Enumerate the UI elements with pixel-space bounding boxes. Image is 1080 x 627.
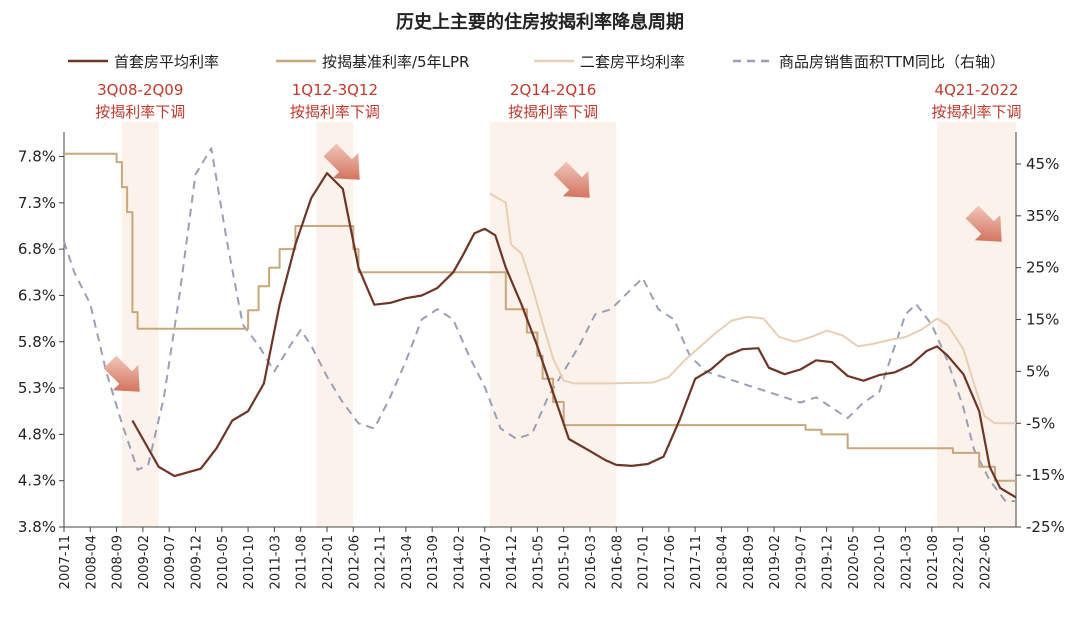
legend-label-first-home: 首套房平均利率 (114, 53, 219, 71)
legend-label-benchmark: 按揭基准利率/5年LPR (322, 53, 469, 71)
cycle-band (121, 122, 159, 527)
x-tick-label: 2015-10 (558, 535, 573, 589)
cycle-arrows (103, 143, 1002, 392)
y-left-tick-label: 6.3% (18, 286, 56, 304)
down-arrow-icon (965, 205, 1002, 242)
y-left-tick-label: 6.8% (18, 240, 56, 258)
x-tick-label: 2016-03 (584, 535, 599, 589)
y-right-tick-label: 5% (1026, 362, 1050, 380)
x-tick-label: 2018-04 (715, 535, 730, 589)
x-tick-label: 2012-11 (374, 535, 389, 589)
cycle-note-label: 按揭利率下调 (508, 103, 598, 121)
y-right-tick-label: 35% (1026, 207, 1059, 225)
cycle-band (937, 122, 1016, 527)
cycle-period-label: 3Q08-2Q09 (97, 81, 183, 99)
cycle-note-label: 按揭利率下调 (932, 103, 1022, 121)
x-tick-label: 2014-07 (479, 535, 494, 589)
y-left-tick-label: 4.8% (18, 425, 56, 443)
cycle-bands (121, 122, 1016, 527)
x-tick-label: 2014-02 (452, 535, 467, 589)
y-right-tick-label: -5% (1026, 414, 1055, 432)
x-tick-label: 2021-08 (926, 535, 941, 589)
x-tick-label: 2020-05 (847, 535, 862, 589)
x-tick-label: 2007-11 (58, 535, 73, 589)
legend-label-sales-yoy: 商品房销售面积TTM同比（右轴） (779, 53, 1005, 71)
y-left-tick-label: 5.3% (18, 379, 56, 397)
cycle-note-label: 按揭利率下调 (95, 103, 185, 121)
x-tick-label: 2009-02 (137, 535, 152, 589)
cycle-band (316, 122, 354, 527)
x-tick-label: 2013-09 (426, 535, 441, 589)
x-tick-label: 2019-07 (794, 535, 809, 589)
cycle-period-label: 4Q21-2022 (935, 81, 1019, 99)
x-tick-label: 2009-12 (189, 535, 204, 589)
x-tick-label: 2020-10 (873, 535, 888, 589)
x-tick-label: 2013-04 (400, 535, 415, 589)
x-tick-label: 2014-12 (505, 535, 520, 589)
y-left-tick-label: 3.8% (18, 518, 56, 536)
legend-item-sales-yoy: 商品房销售面积TTM同比（右轴） (733, 53, 1005, 71)
y-right-tick-label: 25% (1026, 259, 1059, 277)
x-tick-label: 2021-03 (900, 535, 915, 589)
down-arrow-icon (323, 143, 360, 180)
x-tick-label: 2010-05 (216, 535, 231, 589)
x-tick-label: 2015-05 (531, 535, 546, 589)
down-arrow-icon (553, 161, 590, 198)
y-left-tick-label: 7.3% (18, 194, 56, 212)
cycle-note-label: 按揭利率下调 (290, 103, 380, 121)
y-left-tick-label: 7.8% (18, 148, 56, 166)
x-tick-label: 2017-01 (637, 535, 652, 589)
legend-label-second-home: 二套房平均利率 (580, 53, 685, 71)
chart-title: 历史上主要的住房按揭利率降息周期 (396, 11, 684, 33)
x-tick-label: 2019-02 (768, 535, 783, 589)
cycle-period-label: 2Q14-2Q16 (510, 81, 596, 99)
down-arrow-icon (103, 355, 140, 392)
x-tick-label: 2011-08 (295, 535, 310, 589)
y-left-tick-label: 4.3% (18, 472, 56, 490)
series-line-first-home (131, 172, 1017, 499)
legend-item-second-home: 二套房平均利率 (534, 53, 685, 71)
legend-item-benchmark: 按揭基准利率/5年LPR (276, 53, 469, 71)
y-left-tick-label: 5.8% (18, 333, 56, 351)
x-tick-label: 2012-01 (321, 535, 336, 589)
x-tick-label: 2009-07 (163, 535, 178, 589)
cycle-period-label: 1Q12-3Q12 (292, 81, 378, 99)
y-right-tick-label: 15% (1026, 311, 1059, 329)
axes: 3.8% 4.3% 4.8% 5.3% 5.8% 6.3% 6.8% 7.3% 7.8% -25%… (18, 132, 1065, 589)
x-tick-label: 2018-09 (742, 535, 757, 589)
legend-item-first-home: 首套房平均利率 (68, 53, 219, 71)
legend: 首套房平均利率 按揭基准利率/5年LPR 二套房平均利率 商品房销售面积TTM同… (68, 53, 1005, 71)
x-tick-label: 2011-03 (268, 535, 283, 589)
y-right-tick-label: 45% (1026, 155, 1059, 173)
y-right-tick-label: -15% (1026, 466, 1065, 484)
x-tick-label: 2022-01 (952, 535, 967, 589)
y-right-tick-label: -25% (1026, 518, 1065, 536)
x-tick-label: 2019-12 (821, 535, 836, 589)
x-tick-label: 2022-06 (978, 535, 993, 589)
x-tick-label: 2010-10 (242, 535, 257, 589)
x-tick-label: 2008-09 (111, 535, 126, 589)
cycle-band (490, 122, 617, 527)
series-line-second-home (489, 192, 1016, 425)
x-tick-label: 2017-06 (663, 535, 678, 589)
cycle-labels: 3Q08-2Q09 按揭利率下调 1Q12-3Q12 按揭利率下调 2Q14-2Q16 按… (95, 81, 1021, 121)
series-line-sales-yoy (63, 147, 1016, 503)
x-tick-label: 2012-06 (347, 535, 362, 589)
x-tick-label: 2008-04 (84, 535, 99, 589)
x-tick-label: 2016-08 (610, 535, 625, 589)
x-tick-label: 2017-11 (689, 535, 704, 589)
series-lines (63, 147, 1017, 503)
series-line-benchmark (64, 152, 1016, 482)
